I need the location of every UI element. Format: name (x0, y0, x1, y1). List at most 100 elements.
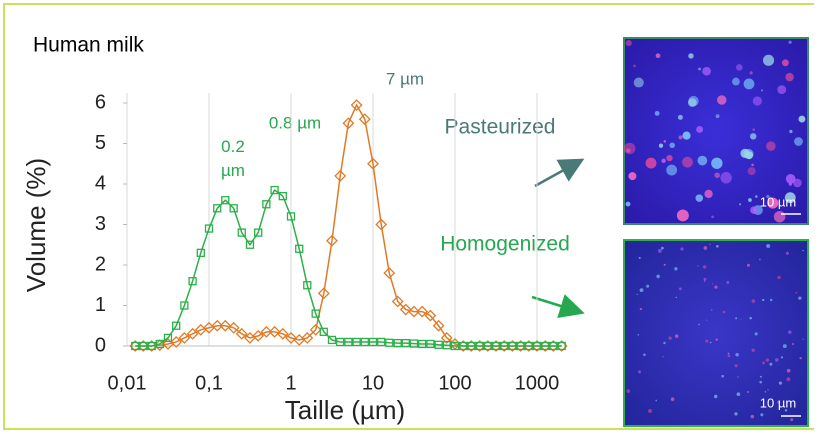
data-point (326, 234, 338, 247)
data-point (317, 287, 330, 300)
speckle (713, 394, 718, 399)
speckle (784, 409, 788, 412)
speckle (661, 246, 664, 250)
speckle (746, 263, 750, 267)
speckle (736, 392, 741, 397)
speckle (743, 78, 755, 90)
data-point (391, 295, 404, 308)
speckle (752, 96, 762, 106)
speckle (682, 156, 693, 168)
speckle (633, 64, 636, 68)
speckle (798, 296, 802, 300)
speckle (666, 164, 678, 176)
data-point (155, 339, 164, 349)
x-tick-label: 100 (438, 372, 471, 394)
data-point (360, 337, 369, 347)
data-point (524, 341, 533, 351)
speckle (777, 85, 787, 95)
data-point (336, 337, 345, 347)
speckle (716, 95, 727, 105)
speckle (682, 131, 691, 140)
speckle (633, 77, 644, 88)
speckle (762, 54, 775, 66)
speckle (675, 296, 678, 299)
data-point (418, 339, 427, 349)
speckle (676, 209, 689, 222)
speckle (780, 356, 784, 359)
x-tick-label: 0,01 (108, 372, 147, 394)
speckle (645, 157, 657, 169)
data-point (401, 339, 410, 348)
speckle (762, 298, 765, 302)
speckle (643, 353, 646, 357)
speckle (752, 128, 755, 131)
speckle (790, 418, 794, 422)
data-point (344, 337, 353, 347)
speckle (769, 298, 773, 302)
speckle (785, 72, 794, 82)
speckle (678, 135, 683, 140)
micrograph: 10 µm (623, 239, 809, 427)
data-point (260, 325, 273, 338)
data-point (196, 248, 205, 258)
speckle (785, 174, 796, 184)
speckle (751, 299, 756, 303)
speckle (755, 195, 758, 198)
speckle (636, 293, 638, 296)
data-point (557, 341, 566, 351)
speckle (750, 133, 757, 140)
speckle (705, 319, 708, 321)
speckle (778, 381, 783, 385)
data-point (286, 212, 296, 221)
speckle (678, 287, 682, 291)
speckle (786, 377, 791, 382)
micrograph: 10 µm (623, 37, 809, 225)
speckle (626, 389, 631, 393)
data-point (408, 305, 420, 318)
speckle (715, 338, 718, 341)
speckle (711, 157, 723, 169)
speckle (703, 246, 708, 250)
y-tick-label: 2 (95, 253, 106, 275)
speckle (799, 356, 802, 360)
y-tick-label: 5 (95, 132, 106, 154)
speckle (657, 248, 662, 253)
speckle (695, 194, 704, 202)
data-point (213, 204, 222, 213)
speckle (625, 201, 631, 207)
speckle (767, 197, 779, 209)
data-point (508, 341, 517, 351)
data-point (139, 341, 148, 351)
annotation: 7 µm (386, 69, 424, 88)
data-point (475, 341, 484, 351)
data-point (319, 327, 328, 336)
data-point (375, 218, 388, 231)
speckle (788, 40, 792, 44)
speckle (738, 203, 742, 206)
speckle (789, 129, 793, 134)
y-tick-label: 1 (95, 294, 106, 316)
speckle (766, 141, 776, 151)
speckle (702, 66, 711, 76)
speckle (663, 263, 666, 266)
speckle (775, 358, 779, 362)
speckle (680, 247, 684, 251)
data-point (278, 191, 287, 201)
data-point (541, 341, 550, 351)
data-point (295, 244, 304, 253)
data-point (219, 319, 232, 332)
data-point (342, 117, 355, 130)
speckle (716, 244, 719, 248)
speckle (802, 249, 804, 252)
speckle (709, 341, 712, 344)
speckle (734, 364, 738, 368)
data-point (301, 331, 314, 344)
data-point (178, 331, 191, 344)
legend-label: Pasteurized (445, 116, 556, 139)
data-point (426, 339, 435, 349)
data-point (147, 341, 156, 351)
speckle (705, 339, 709, 343)
speckle (767, 389, 769, 391)
scale-label: 10 µm (760, 194, 796, 209)
frame (3, 3, 814, 430)
